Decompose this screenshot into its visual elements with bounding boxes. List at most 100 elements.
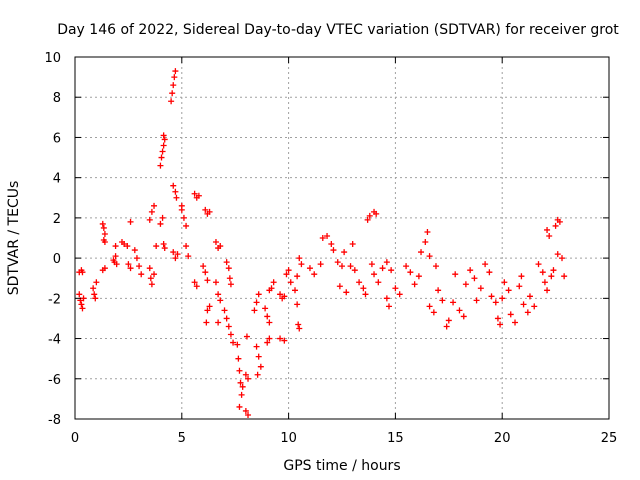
data-point-marker — [364, 216, 371, 223]
data-point-marker — [204, 307, 211, 314]
data-point-marker — [512, 319, 519, 326]
data-point-marker — [185, 253, 192, 260]
data-point-marker — [561, 273, 568, 280]
x-tick-label: 5 — [178, 431, 186, 446]
data-point-marker — [294, 273, 301, 280]
data-point-marker — [347, 263, 354, 270]
data-point-marker — [482, 261, 489, 268]
y-tick-label: -6 — [48, 373, 61, 388]
data-point-marker — [112, 253, 119, 260]
data-point-marker — [170, 249, 177, 256]
data-point-marker — [281, 293, 288, 300]
data-point-marker — [456, 307, 463, 314]
data-point-marker — [193, 283, 200, 290]
y-axis-label: SDTVAR / TECUs — [6, 181, 22, 296]
data-point-marker — [501, 279, 508, 286]
grid-layer — [75, 57, 609, 419]
data-point-marker — [93, 279, 100, 286]
data-point-marker — [151, 202, 158, 209]
data-point-marker — [439, 297, 446, 304]
data-point-marker — [178, 202, 185, 209]
data-point-marker — [264, 313, 271, 320]
data-point-marker — [153, 243, 160, 250]
data-point-marker — [548, 273, 555, 280]
data-point-marker — [556, 218, 563, 225]
x-tick-label: 10 — [280, 431, 297, 446]
data-point-marker — [92, 295, 99, 302]
data-point-marker — [471, 275, 478, 282]
data-point-marker — [392, 285, 399, 292]
data-point-marker — [415, 273, 422, 280]
data-point-marker — [388, 267, 395, 274]
x-axis-label: GPS time / hours — [283, 458, 400, 474]
x-tick-label: 25 — [601, 431, 618, 446]
data-point-marker — [341, 249, 348, 256]
data-point-marker — [159, 214, 166, 221]
data-point-marker — [317, 261, 324, 268]
data-point-marker — [339, 263, 345, 270]
y-tick-label: -2 — [48, 292, 61, 307]
data-point-marker — [383, 259, 390, 266]
data-point-marker — [360, 285, 367, 292]
data-point-marker — [221, 307, 228, 314]
data-point-marker — [226, 275, 233, 282]
data-point-marker — [183, 222, 190, 229]
data-point-marker — [91, 291, 98, 298]
data-point-marker — [202, 206, 209, 213]
data-point-marker — [311, 271, 318, 278]
y-tick-label: -4 — [48, 333, 61, 348]
data-point-marker — [112, 243, 119, 250]
data-point-marker — [202, 269, 209, 276]
data-point-marker — [550, 267, 557, 274]
data-point-marker — [373, 210, 380, 217]
data-point-marker — [544, 287, 551, 294]
data-point-marker — [262, 305, 269, 312]
data-point-marker — [285, 267, 292, 274]
data-point-marker — [101, 239, 108, 246]
x-tick-label: 0 — [71, 431, 79, 446]
data-point-marker — [113, 261, 120, 268]
plot-frame — [74, 56, 610, 420]
data-point-marker — [371, 271, 378, 278]
data-point-marker — [170, 182, 177, 189]
data-point-marker — [526, 293, 533, 300]
data-point-marker — [336, 283, 343, 290]
data-point-marker — [385, 303, 392, 310]
data-point-marker — [138, 271, 145, 278]
data-point-marker — [215, 319, 222, 326]
data-point-marker — [146, 216, 153, 223]
data-point-marker — [172, 255, 179, 262]
data-point-marker — [379, 265, 386, 272]
x-tick-label: 15 — [387, 431, 404, 446]
data-point-marker — [492, 299, 499, 306]
data-point-marker — [227, 331, 234, 338]
data-point-marker — [225, 265, 232, 272]
data-point-marker — [319, 235, 326, 241]
data-point-marker — [411, 281, 418, 288]
data-point-marker — [516, 283, 523, 290]
data-point-marker — [234, 341, 241, 348]
data-point-marker — [255, 291, 262, 298]
y-tick-label: 2 — [53, 212, 61, 227]
data-point-marker — [239, 383, 246, 390]
data-point-marker — [351, 267, 358, 274]
y-tick-label: 6 — [53, 131, 61, 146]
data-point-marker — [450, 299, 457, 306]
data-point-marker — [169, 90, 176, 97]
data-point-marker — [204, 277, 211, 284]
data-point-marker — [424, 228, 431, 235]
data-point-marker — [195, 192, 202, 199]
data-point-marker — [494, 315, 501, 322]
data-point-marker — [505, 287, 512, 294]
data-point-marker — [298, 261, 305, 268]
data-point-marker — [268, 285, 275, 292]
data-point-marker — [238, 391, 245, 398]
data-point-marker — [160, 142, 167, 149]
data-point-marker — [76, 291, 83, 298]
data-point-marker — [159, 148, 166, 155]
data-point-marker — [467, 267, 474, 274]
data-point-marker — [462, 281, 469, 288]
data-point-marker — [125, 261, 132, 268]
data-point-marker — [191, 190, 198, 197]
data-point-marker — [236, 403, 243, 410]
